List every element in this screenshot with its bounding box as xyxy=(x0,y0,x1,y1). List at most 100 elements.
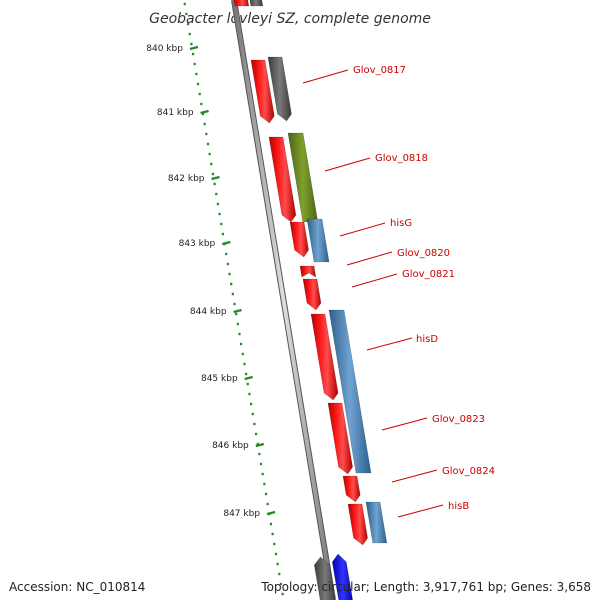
ruler-dot xyxy=(231,292,234,296)
ruler-major-tick xyxy=(255,442,265,448)
ruler-dot xyxy=(200,102,203,106)
ruler-dot xyxy=(215,192,218,196)
genome-summary-text: Topology: circular; Length: 3,917,761 bp… xyxy=(261,580,591,594)
ruler-dot xyxy=(216,202,220,206)
gene-arrow xyxy=(299,265,317,278)
ruler-dot xyxy=(185,12,188,16)
ruler-dot xyxy=(241,352,244,356)
ruler-dot xyxy=(276,562,279,566)
gene-label: Glov_0821 xyxy=(402,269,455,280)
callout-line xyxy=(351,273,398,288)
ruler-dot xyxy=(278,572,281,576)
gene-arrow xyxy=(233,0,250,7)
ruler-dot xyxy=(248,392,251,396)
ruler-dot xyxy=(281,592,284,596)
ruler-dot xyxy=(206,142,210,146)
ruler-tick-label: 843 kbp xyxy=(179,239,216,249)
gene-arrow xyxy=(306,218,330,263)
ruler-dot xyxy=(211,172,215,176)
gene-arrow xyxy=(310,313,339,401)
ruler-dot xyxy=(246,382,249,386)
gene-arrow xyxy=(365,501,388,544)
gene-label: Glov_0824 xyxy=(442,466,495,477)
ruler-dot xyxy=(213,182,216,186)
ruler-dot xyxy=(225,252,228,256)
ruler-dot xyxy=(208,152,211,156)
callout-line xyxy=(391,469,438,483)
callout-line xyxy=(366,337,413,351)
ruler-dot xyxy=(254,432,258,436)
ruler-dot xyxy=(195,72,198,76)
gene-arrow xyxy=(342,475,361,503)
callout-line xyxy=(339,222,386,237)
ruler-dot xyxy=(236,322,239,326)
ruler-tick-label: 842 kbp xyxy=(168,174,205,184)
ruler-dot xyxy=(240,342,243,346)
ruler-dot xyxy=(193,62,196,66)
gene-label: Glov_0818 xyxy=(375,153,428,164)
gene-label: Glov_0823 xyxy=(432,414,485,425)
callout-line xyxy=(381,417,428,431)
gene-arrow xyxy=(289,221,309,258)
ruler-dot xyxy=(256,442,259,446)
ruler-dot xyxy=(249,402,253,406)
ruler-dot xyxy=(269,522,273,526)
ruler-tick-label: 840 kbp xyxy=(146,44,183,54)
map-title: Geobacter lovleyi SZ, complete genome xyxy=(149,11,431,27)
gene-arrow xyxy=(327,402,353,475)
callout-line xyxy=(397,504,444,518)
backbone-line xyxy=(231,0,336,600)
gene-label: Glov_0817 xyxy=(353,65,406,76)
ruler-dot xyxy=(273,542,276,546)
ruler-major-tick xyxy=(244,375,253,381)
ruler-dot xyxy=(221,232,224,236)
ruler-dot xyxy=(183,2,186,6)
ruler-dot xyxy=(226,262,229,266)
ruler-dot xyxy=(243,362,246,366)
ruler-dot xyxy=(258,452,261,456)
ruler-dot xyxy=(210,162,213,166)
ruler-dot xyxy=(279,582,283,586)
scale-ruler: 840 kbp 841 kbp 842 kbp 843 kbp 844 kbp 845 k… xyxy=(146,2,284,596)
callout-line xyxy=(346,251,393,266)
gene-arrow xyxy=(302,278,322,311)
ruler-dot xyxy=(238,332,241,336)
gene-callouts: Glov_0817 Glov_0818 hisG Glov_0820 Glov_0821… xyxy=(302,65,495,518)
ruler-tick-label: 846 kbp xyxy=(212,441,249,451)
ruler-dot xyxy=(188,32,191,36)
ruler-dot xyxy=(190,42,193,46)
ruler-dot xyxy=(274,552,278,556)
ruler-tick-label: 847 kbp xyxy=(223,509,260,519)
ruler-dot xyxy=(263,482,266,486)
gene-arrow xyxy=(267,56,292,122)
gene-arrow xyxy=(328,309,372,474)
callout-line xyxy=(324,157,371,172)
ruler-dot xyxy=(235,312,238,316)
ruler-major-tick xyxy=(266,510,276,516)
ruler-tick-label: 845 kbp xyxy=(201,374,238,384)
gene-arrow xyxy=(250,59,275,124)
ruler-dot xyxy=(251,412,254,416)
gene-label: Glov_0820 xyxy=(397,248,450,259)
ruler-dot xyxy=(271,532,274,536)
ruler-major-tick xyxy=(222,240,231,246)
gene-arrow xyxy=(249,0,264,7)
ruler-major-tick xyxy=(200,109,209,115)
ruler-dot xyxy=(253,422,256,426)
ruler-dot xyxy=(264,492,268,496)
gene-label: hisD xyxy=(416,334,438,345)
ruler-dot xyxy=(203,122,206,126)
ruler-dot xyxy=(191,52,195,56)
gene-track xyxy=(233,0,388,600)
ruler-major-tick xyxy=(189,45,199,51)
gene-arrow xyxy=(313,556,336,600)
ruler-major-tick xyxy=(233,308,242,314)
ruler-dot xyxy=(266,502,269,506)
ruler-major-tick xyxy=(211,175,220,181)
ruler-dot xyxy=(261,472,264,476)
ruler-dot xyxy=(233,302,236,306)
ruler-dot xyxy=(245,372,248,376)
ruler-dot xyxy=(259,462,263,466)
gene-arrow xyxy=(347,503,368,546)
